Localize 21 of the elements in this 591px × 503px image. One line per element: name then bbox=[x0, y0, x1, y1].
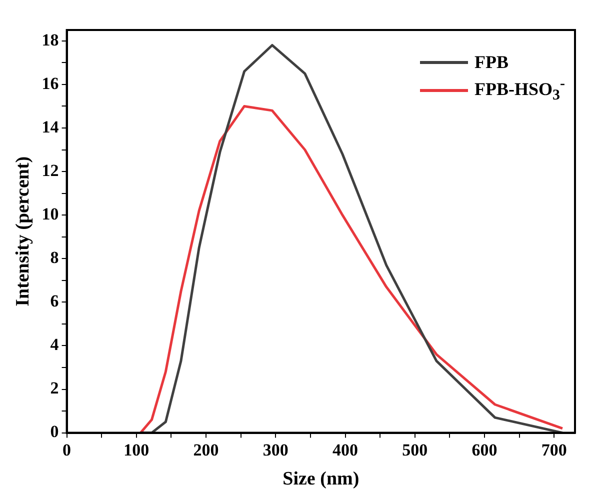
x-tick-label: 100 bbox=[124, 440, 150, 460]
x-tick-label: 500 bbox=[402, 440, 428, 460]
y-tick-label: 10 bbox=[42, 204, 59, 224]
y-tick-label: 4 bbox=[50, 335, 60, 354]
x-tick-label: 0 bbox=[62, 440, 72, 460]
legend-label: FPB bbox=[474, 52, 508, 72]
y-axis-title: Intensity (percent) bbox=[12, 156, 34, 306]
x-tick-label: 200 bbox=[193, 440, 219, 460]
y-tick-label: 14 bbox=[42, 117, 60, 136]
x-tick-label: 600 bbox=[472, 440, 498, 460]
x-tick-label: 300 bbox=[262, 440, 288, 460]
y-tick-label: 0 bbox=[50, 422, 59, 442]
x-axis-title: Size (nm) bbox=[282, 468, 360, 490]
y-tick-label: 12 bbox=[42, 160, 59, 180]
y-tick-label: 2 bbox=[50, 378, 59, 398]
x-tick-label: 700 bbox=[541, 440, 567, 460]
x-tick-label: 400 bbox=[332, 440, 358, 460]
y-tick-label: 18 bbox=[42, 30, 59, 50]
y-tick-label: 6 bbox=[50, 292, 59, 311]
y-tick-label: 16 bbox=[42, 74, 59, 93]
y-tick-label: 8 bbox=[50, 248, 59, 268]
